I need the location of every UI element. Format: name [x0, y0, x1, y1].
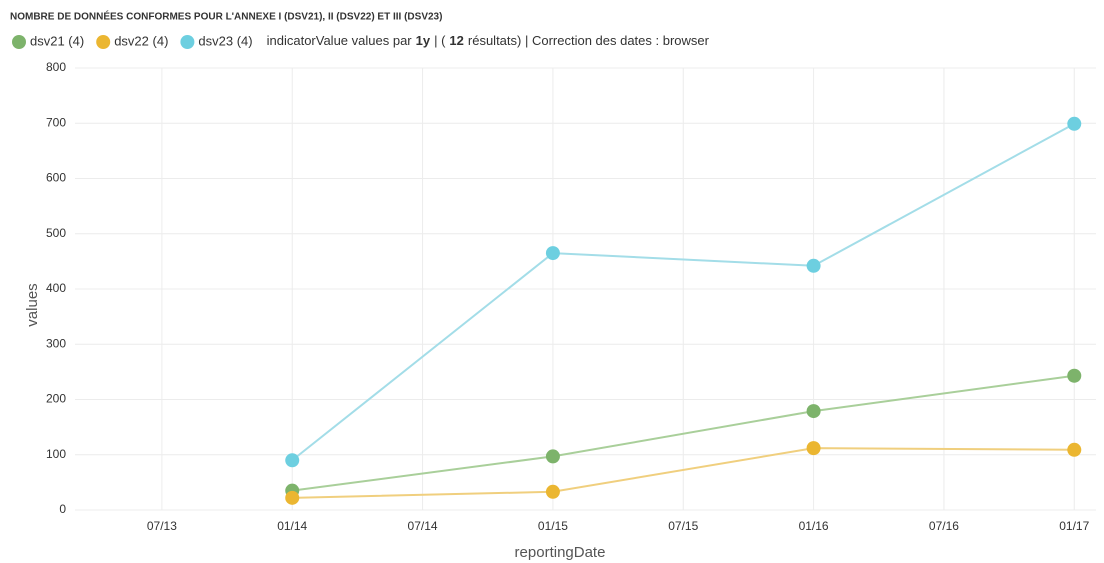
x-tick-label: 07/15 [668, 519, 698, 533]
y-tick-label: 300 [46, 336, 66, 350]
data-point [1067, 442, 1082, 457]
data-point [806, 441, 821, 456]
y-tick-label: 600 [46, 171, 66, 185]
y-tick-label: 400 [46, 281, 66, 295]
x-tick-label: 01/16 [799, 519, 829, 533]
info-part: 12 [449, 33, 463, 48]
y-tick-label: 700 [46, 115, 66, 129]
x-tick-label: 07/13 [147, 519, 177, 533]
series-line [292, 447, 1075, 499]
info-part: | ( [434, 33, 446, 48]
y-tick-label: 100 [46, 447, 66, 461]
info-part: 1y [416, 33, 431, 48]
data-point [1067, 116, 1082, 131]
data-point [285, 453, 300, 468]
data-point [1067, 368, 1082, 383]
x-tick-label: 01/14 [277, 519, 307, 533]
data-point [545, 246, 560, 261]
info-part: résultats) | Correction des dates : brow… [468, 33, 710, 48]
legend-marker [96, 35, 111, 49]
legend-label: dsv23 (4) [198, 33, 252, 48]
data-point [545, 484, 560, 499]
y-tick-label: 500 [46, 226, 66, 240]
y-tick-label: 800 [46, 60, 66, 74]
data-point [545, 449, 560, 464]
data-point [285, 490, 300, 505]
y-tick-label: 200 [46, 392, 66, 406]
x-tick-label: 07/14 [408, 519, 438, 533]
legend-marker [180, 35, 195, 49]
y-axis-label: values [24, 283, 41, 326]
legend-label: dsv22 (4) [114, 33, 168, 48]
x-tick-label: 01/17 [1059, 519, 1089, 533]
x-axis-label: reportingDate [515, 544, 606, 561]
series-line [291, 122, 1075, 462]
legend-label: dsv21 (4) [30, 33, 84, 48]
legend-info: indicatorValue values par 1y | (12 résultat… [267, 33, 710, 48]
y-tick-label: 0 [59, 502, 66, 516]
data-point [806, 404, 821, 419]
x-tick-label: 01/15 [538, 519, 568, 533]
data-point [806, 258, 821, 273]
chart-title: NOMBRE DE DONNÉES CONFORMES POUR L'ANNEX… [10, 10, 442, 23]
x-tick-label: 07/16 [929, 519, 959, 533]
series-line [292, 374, 1075, 492]
legend-marker [12, 35, 26, 49]
info-part: indicatorValue values par [267, 33, 413, 48]
